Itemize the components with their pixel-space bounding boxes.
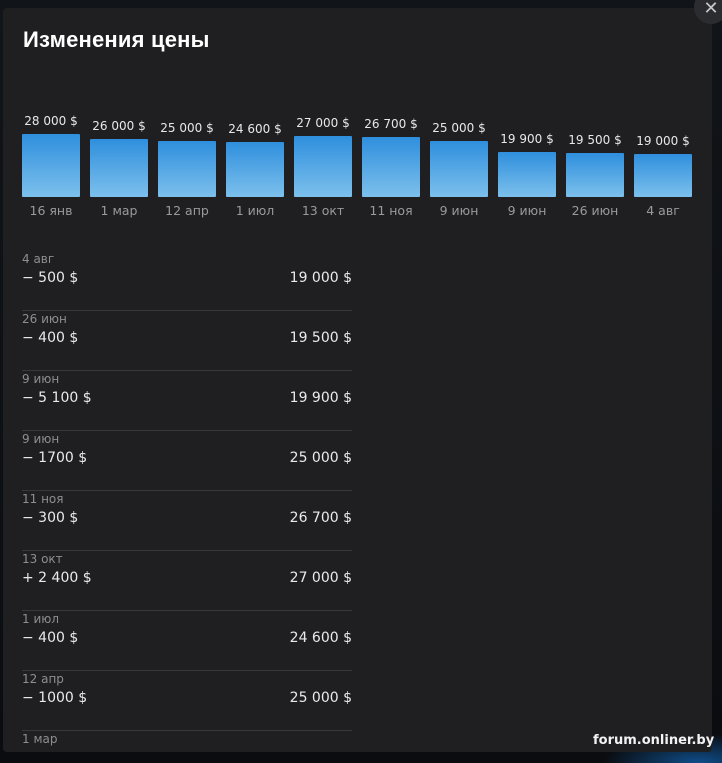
history-price: 25 000 $ [289,450,352,466]
bar-date-label: 26 июн [571,203,619,218]
history-row: 11 ноя − 300 $ 26 700 $ [22,491,352,551]
history-date: 1 июл [22,612,60,626]
history-date: 1 мар [22,732,58,746]
bar[interactable] [362,136,420,197]
bar-date-label: 1 мар [100,203,138,218]
bar-value-label: 25 000 $ [160,120,214,135]
history-change: − 1000 $ [22,690,88,706]
history-change: − 500 $ [22,270,79,286]
bar[interactable] [634,154,692,197]
bar-date-label: 1 июл [235,203,275,218]
watermark: forum.onliner.by [593,733,715,748]
history-row: 4 авг − 500 $ 19 000 $ [22,251,352,311]
bar-value-label: 19 000 $ [636,134,690,149]
bar[interactable] [566,153,624,197]
bar[interactable] [158,140,216,197]
bar-date-label: 12 апр [165,203,209,218]
history-row: 26 июн − 400 $ 19 500 $ [22,311,352,371]
history-row: 9 июн − 1700 $ 25 000 $ [22,431,352,491]
history-date: 12 апр [22,672,64,686]
bar-value-label: 28 000 $ [24,114,78,128]
bar[interactable] [498,152,556,197]
history-date: 11 ноя [22,492,64,506]
bar-value-label: 26 700 $ [364,116,418,131]
history-change: + 2 400 $ [22,570,92,586]
close-icon: ✕ [703,0,719,19]
history-row: 1 июл − 400 $ 24 600 $ [22,611,352,671]
history-change: − 5 100 $ [22,390,92,406]
history-date: 9 июн [22,432,60,446]
bar-value-label: 26 000 $ [92,118,146,133]
history-row: 12 апр − 1000 $ 25 000 $ [22,671,352,731]
history-price: 24 600 $ [289,630,352,646]
history-change: − 1700 $ [22,450,88,466]
bar-value-label: 24 600 $ [228,121,282,136]
history-row: 9 июн − 5 100 $ 19 900 $ [22,371,352,431]
bar[interactable] [226,141,284,197]
price-history-dialog: Изменения цены 28 000 $ 16 янв 26 000 $ 1 м… [3,8,712,752]
history-date: 9 июн [22,372,60,386]
history-row: 13 окт + 2 400 $ 27 000 $ [22,551,352,611]
price-history-list: 4 авг − 500 $ 19 000 $ 26 июн − 400 $ 19 500 … [22,251,352,752]
bar-date-label: 16 янв [29,203,73,218]
history-row: 1 мар [22,731,352,752]
bar[interactable] [90,138,148,197]
bar[interactable] [294,136,352,197]
bar[interactable] [430,140,488,197]
price-chart: 28 000 $ 16 янв 26 000 $ 1 мар 25 000 $ 12 ап… [3,8,712,238]
bar-date-label: 9 июн [507,203,547,218]
history-change: − 400 $ [22,330,79,346]
history-price: 27 000 $ [289,570,352,586]
history-change: − 400 $ [22,630,79,646]
history-price: 19 900 $ [289,390,352,406]
bar-value-label: 27 000 $ [296,116,350,131]
bar[interactable] [22,134,80,197]
bar-date-label: 13 окт [301,203,345,218]
dialog-title: Изменения цены [23,27,210,52]
bar-date-label: 4 авг [646,203,680,218]
history-price: 19 500 $ [289,330,352,346]
history-date: 4 авг [22,252,55,266]
bar-date-label: 9 июн [439,203,479,218]
bar-value-label: 25 000 $ [432,120,486,135]
bar-date-label: 11 ноя [369,203,413,218]
history-price: 26 700 $ [289,510,352,526]
bar-value-label: 19 900 $ [500,132,554,147]
bar-value-label: 19 500 $ [568,133,622,148]
history-price: 19 000 $ [289,270,352,286]
history-date: 13 окт [22,552,63,566]
history-date: 26 июн [22,312,67,326]
history-price: 25 000 $ [289,690,352,706]
history-change: − 300 $ [22,510,79,526]
